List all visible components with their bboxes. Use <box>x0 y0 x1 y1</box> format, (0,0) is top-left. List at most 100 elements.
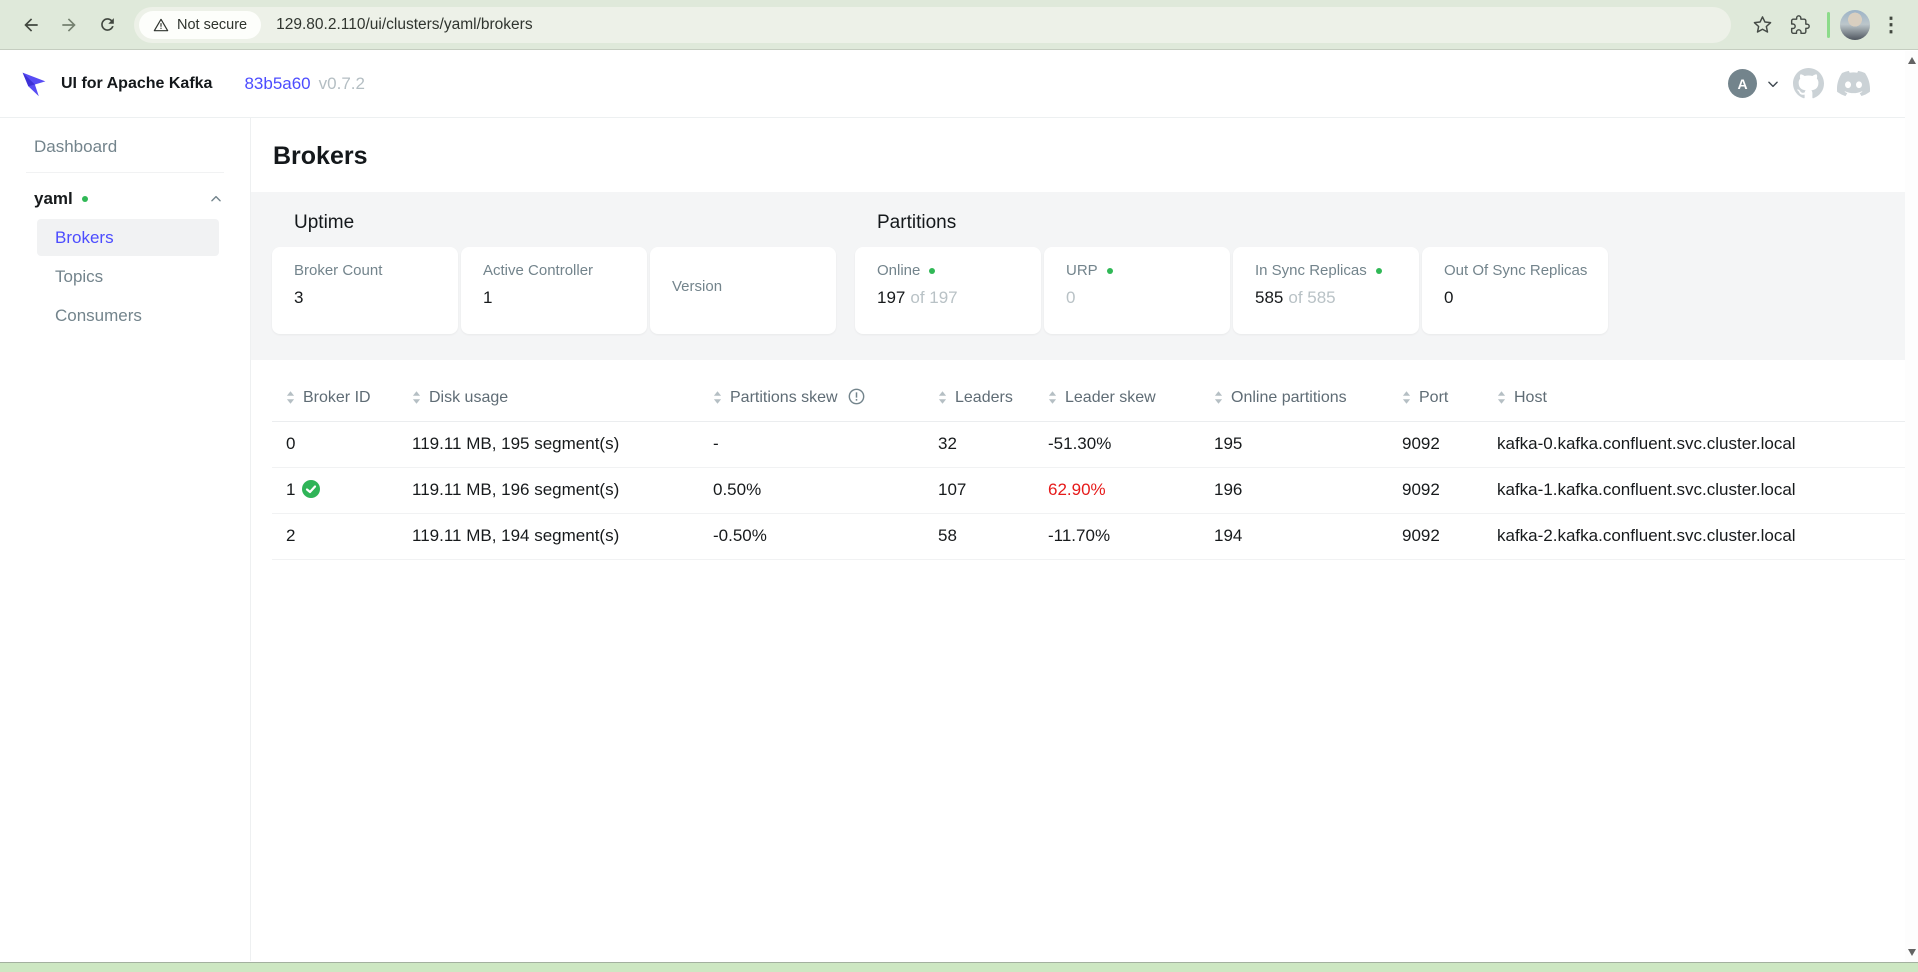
card-label: Online <box>877 262 921 279</box>
card-label: In Sync Replicas <box>1255 262 1367 279</box>
app-header: UI for Apache Kafka 83b5a60 v0.7.2 A <box>0 50 1918 118</box>
reload-icon <box>100 18 114 31</box>
table-header-row: Broker ID Disk usage Partitions skew Lea… <box>272 377 1905 422</box>
partitions-skew-cell: -0.50% <box>713 513 938 560</box>
table-row-broker-2[interactable]: 2 119.11 MB, 194 segment(s) -0.50% 58 -1… <box>272 513 1905 560</box>
main-content: Brokers Uptime Broker Count 3 Active Con… <box>251 118 1918 961</box>
sort-icon <box>1402 390 1411 409</box>
browser-back-button[interactable] <box>12 6 50 44</box>
partitions-section: Partitions Online 197 of 197 <box>855 212 1608 334</box>
not-secure-badge[interactable]: Not secure <box>139 10 262 39</box>
user-avatar[interactable]: A <box>1728 69 1757 98</box>
column-header-online-partitions[interactable]: Online partitions <box>1214 377 1402 422</box>
column-header-disk-usage[interactable]: Disk usage <box>412 377 713 422</box>
disk-usage-cell: 119.11 MB, 195 segment(s) <box>412 421 713 468</box>
commit-link[interactable]: 83b5a60 <box>244 73 311 93</box>
card-label: Version <box>672 277 723 295</box>
card-value-suffix: of 585 <box>1288 288 1336 307</box>
card-value-suffix: of 197 <box>910 288 958 307</box>
partitions-skew-cell: - <box>713 421 938 468</box>
host-cell: kafka-0.kafka.confluent.svc.cluster.loca… <box>1497 421 1905 468</box>
column-header-port[interactable]: Port <box>1402 377 1497 422</box>
header-actions: A <box>1728 67 1888 100</box>
browser-forward-button[interactable] <box>50 6 88 44</box>
brand-title[interactable]: UI for Apache Kafka <box>61 74 213 92</box>
scroll-up-icon[interactable] <box>1907 57 1916 64</box>
sort-icon <box>1048 390 1057 409</box>
bottom-bar <box>0 962 1918 972</box>
online-partitions-cell: 196 <box>1214 467 1402 514</box>
sidebar-item-dashboard[interactable]: Dashboard <box>34 137 118 156</box>
card-value: 1 <box>483 288 493 307</box>
browser-reload-button[interactable] <box>88 6 126 44</box>
profile-separator <box>1827 11 1830 38</box>
page-title: Brokers <box>273 142 368 170</box>
table-row-broker-1[interactable]: 1 119.11 MB, 196 segment(s) 0.50% 107 62… <box>272 467 1905 514</box>
chevron-up-icon <box>209 192 223 206</box>
warning-icon <box>153 18 169 31</box>
metrics-panel: Uptime Broker Count 3 Active Controller … <box>251 192 1905 360</box>
host-cell: kafka-2.kafka.confluent.svc.cluster.loca… <box>1497 513 1905 560</box>
sort-icon <box>713 391 722 409</box>
card-label: Out Of Sync Replicas <box>1444 262 1588 279</box>
cluster-name: yaml <box>34 189 73 208</box>
sidebar-item-consumers[interactable]: Consumers <box>55 305 142 325</box>
column-header-broker-id[interactable]: Broker ID <box>272 377 412 422</box>
online-partitions-cell: 194 <box>1214 513 1402 560</box>
kafka-ui-logo-icon[interactable] <box>20 70 48 98</box>
card-urp: URP 0 <box>1044 247 1230 334</box>
card-out-of-sync-replicas: Out Of Sync Replicas 0 <box>1422 247 1608 334</box>
github-icon[interactable] <box>1793 68 1824 99</box>
column-header-leaders[interactable]: Leaders <box>938 377 1048 422</box>
card-value: 0 <box>1066 288 1076 307</box>
table-row-broker-0[interactable]: 0 119.11 MB, 195 segment(s) - 32 -51.30%… <box>272 421 1905 468</box>
partitions-skew-cell: 0.50% <box>713 467 938 514</box>
online-status-dot <box>929 267 936 274</box>
card-label: Active Controller <box>483 262 594 279</box>
leader-skew-cell: -11.70% <box>1048 513 1214 560</box>
disk-usage-cell: 119.11 MB, 194 segment(s) <box>412 513 713 560</box>
leaders-cell: 32 <box>938 421 1048 468</box>
card-broker-count: Broker Count 3 <box>272 247 458 334</box>
extensions-icon[interactable] <box>1783 8 1817 42</box>
sidebar: Dashboard yaml Brokers Topics Consumers <box>0 118 251 961</box>
port-cell: 9092 <box>1402 513 1497 560</box>
sidebar-item-topics[interactable]: Topics <box>55 266 104 286</box>
browser-toolbar: Not secure 129.80.2.110/ui/clusters/yaml… <box>0 0 1918 50</box>
sidebar-item-brokers[interactable]: Brokers <box>37 219 219 256</box>
sidebar-divider <box>26 172 224 173</box>
cluster-item-yaml[interactable]: yaml <box>0 179 250 219</box>
url-bar[interactable]: Not secure 129.80.2.110/ui/clusters/yaml… <box>134 6 1731 43</box>
card-value: 585 of 585 <box>1255 288 1336 307</box>
column-header-leader-skew[interactable]: Leader skew <box>1048 377 1214 422</box>
card-value: 197 of 197 <box>877 288 958 307</box>
port-cell: 9092 <box>1402 467 1497 514</box>
disk-usage-cell: 119.11 MB, 196 segment(s) <box>412 467 713 514</box>
broker-id-cell: 0 <box>272 421 412 468</box>
card-value: 3 <box>294 288 304 307</box>
column-header-host[interactable]: Host <box>1497 377 1905 422</box>
card-online: Online 197 of 197 <box>855 247 1041 334</box>
sort-icon <box>412 390 421 409</box>
leader-skew-cell: -51.30% <box>1048 421 1214 468</box>
bookmark-star-icon[interactable] <box>1745 8 1779 42</box>
sort-icon <box>938 390 947 409</box>
port-cell: 9092 <box>1402 421 1497 468</box>
browser-profile-avatar[interactable] <box>1840 9 1870 40</box>
brokers-table: Broker ID Disk usage Partitions skew Lea… <box>272 377 1905 560</box>
version-label: v0.7.2 <box>318 73 365 93</box>
page-body: Dashboard yaml Brokers Topics Consumers … <box>0 118 1918 961</box>
card-version: Version <box>650 247 836 334</box>
card-active-controller: Active Controller 1 <box>461 247 647 334</box>
host-cell: kafka-1.kafka.confluent.svc.cluster.loca… <box>1497 467 1905 514</box>
column-header-partitions-skew[interactable]: Partitions skew <box>713 377 938 422</box>
scroll-down-icon[interactable] <box>1907 949 1916 956</box>
urp-status-dot <box>1106 267 1113 274</box>
user-menu-chevron-icon[interactable] <box>1766 77 1780 91</box>
discord-icon[interactable] <box>1837 67 1870 100</box>
scrollbar[interactable] <box>1905 51 1918 962</box>
info-icon[interactable] <box>848 388 865 405</box>
browser-menu-icon[interactable]: ⋮ <box>1881 14 1901 36</box>
sort-icon <box>1214 390 1223 409</box>
